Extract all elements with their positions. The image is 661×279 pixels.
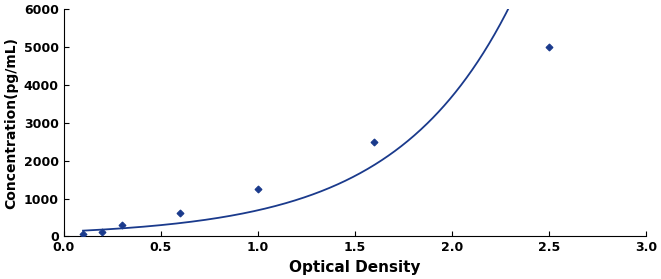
X-axis label: Optical Density: Optical Density: [289, 260, 420, 275]
Y-axis label: Concentration(pg/mL): Concentration(pg/mL): [4, 37, 18, 209]
